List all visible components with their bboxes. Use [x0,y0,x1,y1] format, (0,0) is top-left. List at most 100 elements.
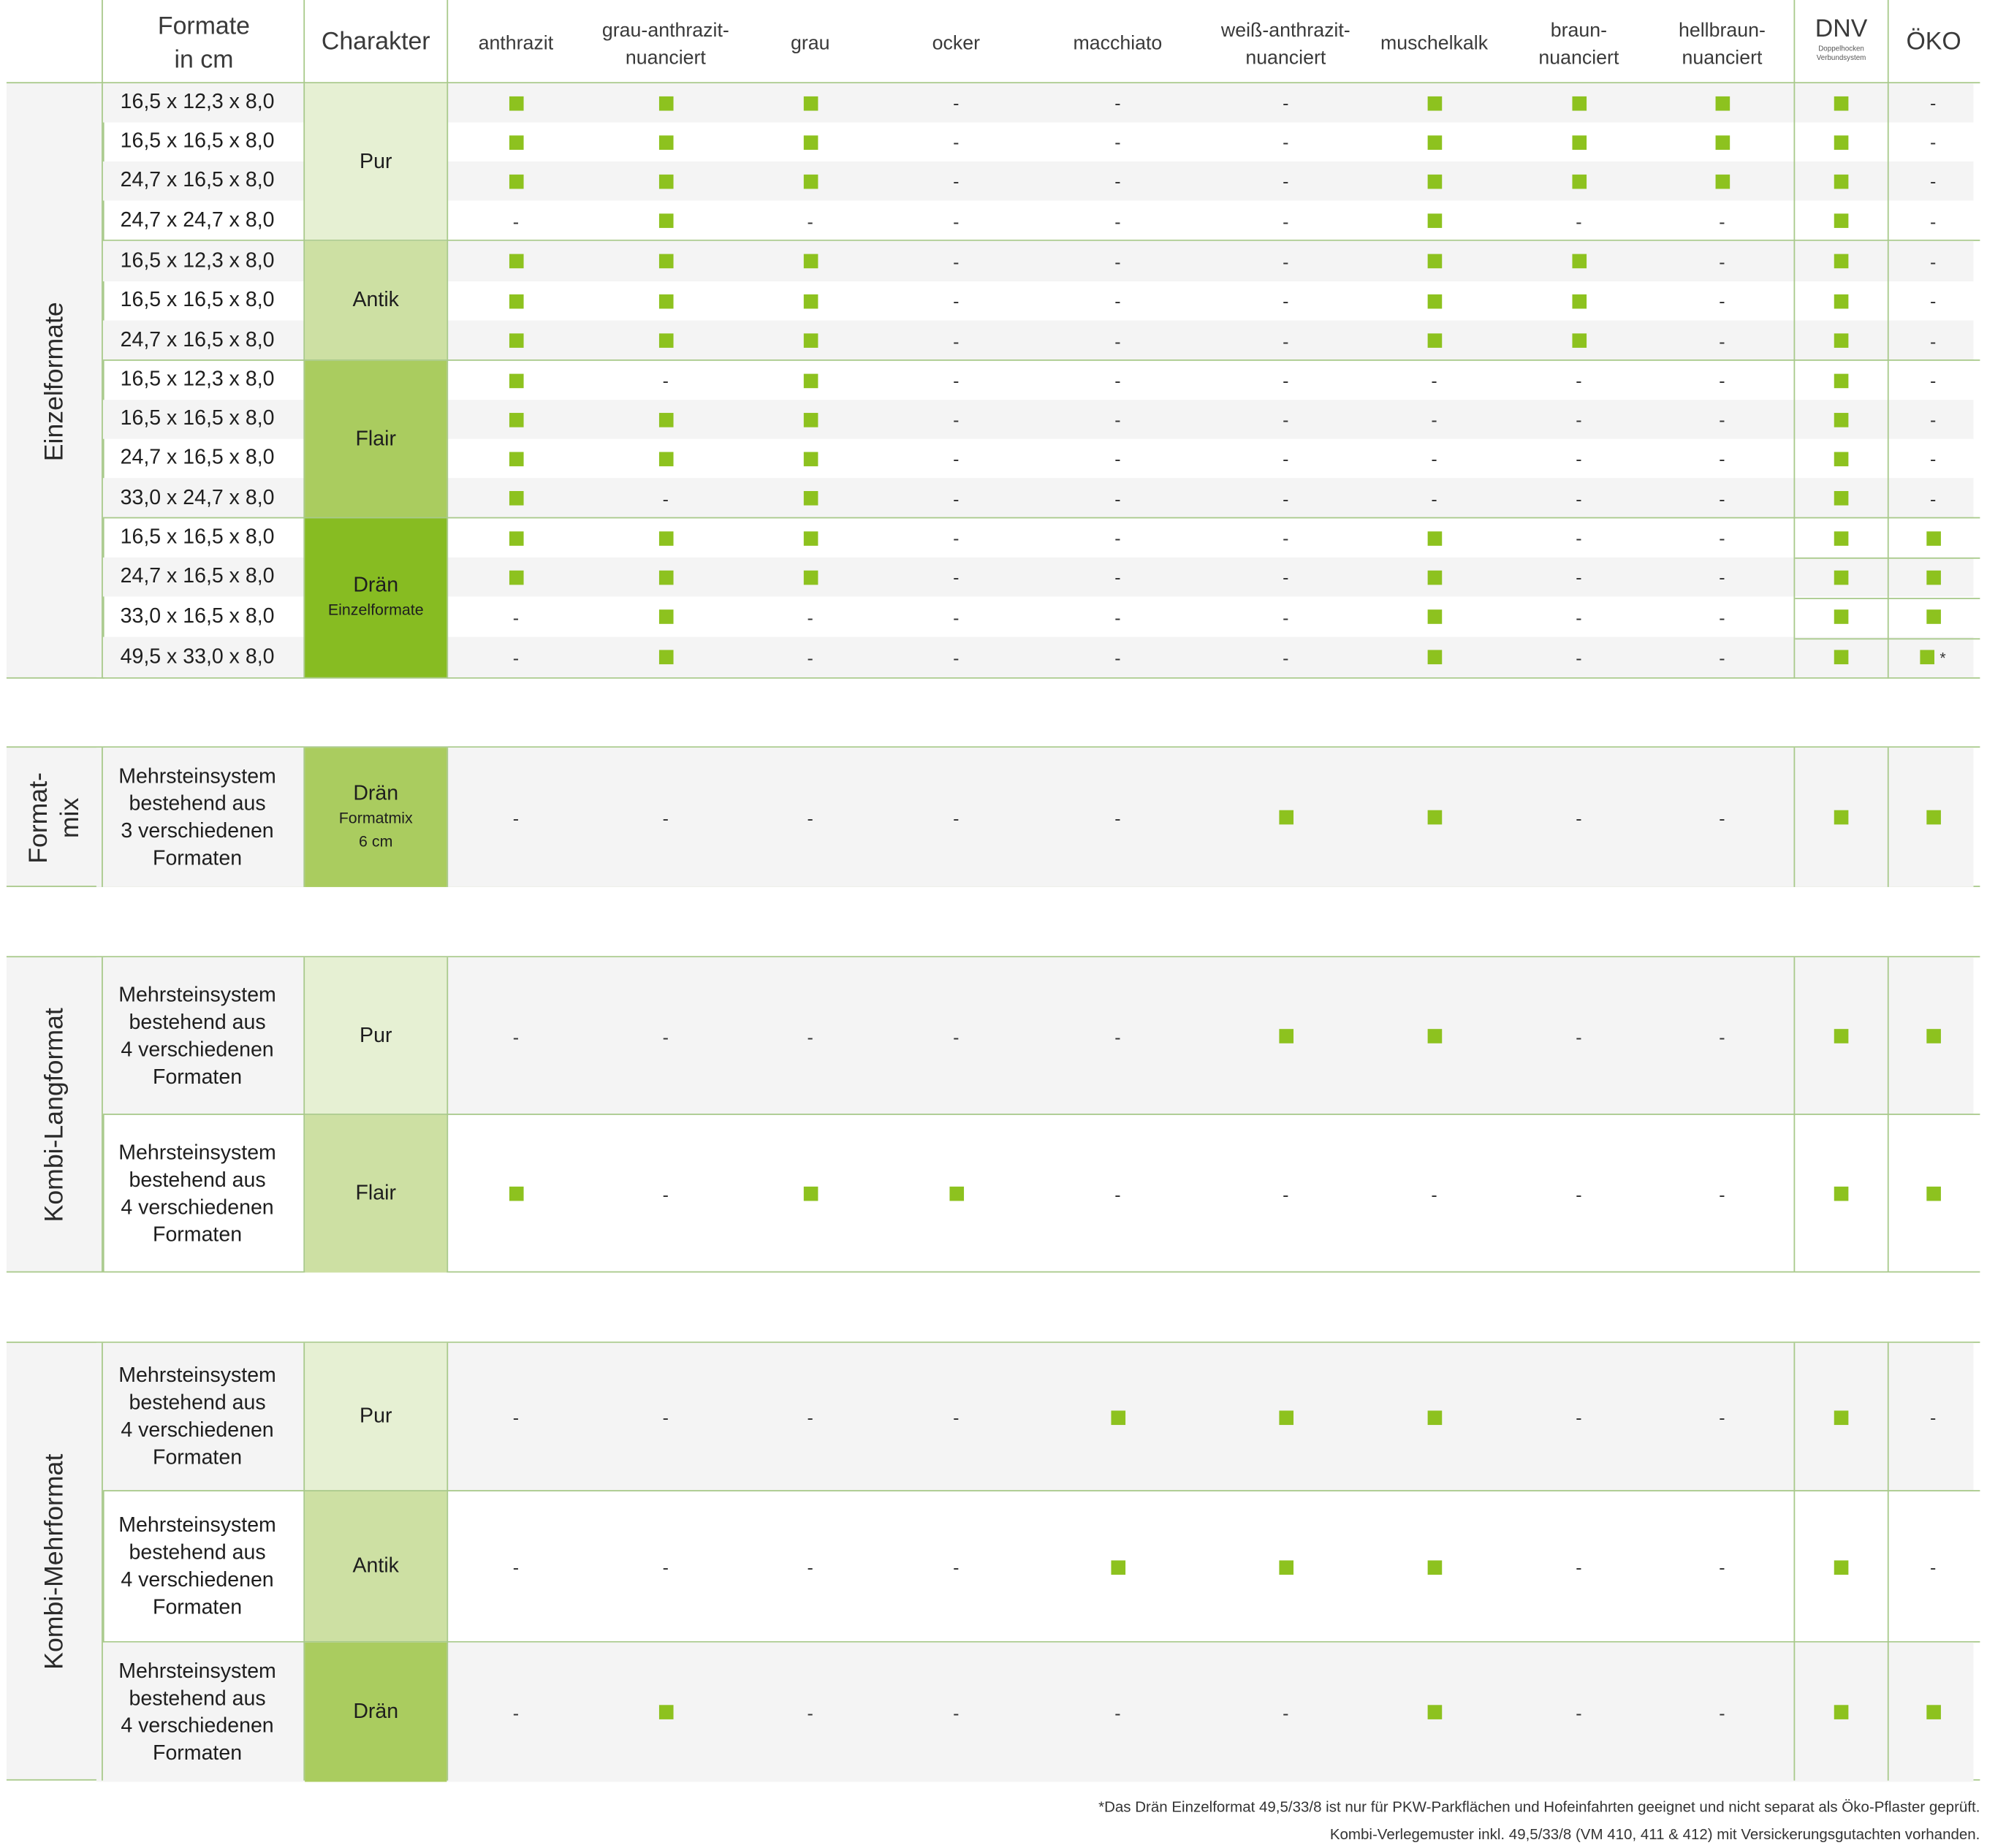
availability-cell: - [904,957,1008,1115]
availability-no-mark: - [953,1025,960,1047]
availability-no-mark: - [1719,408,1725,430]
availability-cell: - [614,1343,718,1491]
availability-cell [464,281,569,320]
column-divider [303,83,305,679]
header-divider [102,0,103,84]
green-square-icon [802,491,818,506]
charakter-label: Drän [353,1700,399,1723]
availability-cell [758,123,862,161]
green-square-icon [509,333,523,348]
availability-yes-mark [1926,569,1941,585]
availability-cell: - [1881,281,1986,320]
availability-cell [758,558,862,596]
availability-no-mark: - [512,1407,520,1428]
availability-cell: - [1065,1115,1170,1273]
availability-no-mark: - [807,1556,813,1578]
header-color-8: hellbraun-nuanciert [1641,17,1803,72]
availability-cell: - [1670,748,1774,887]
availability-no-mark: - [1930,1407,1937,1428]
availability-cell: - [1065,201,1170,241]
green-square-icon [802,173,818,189]
availability-no-mark: - [512,807,520,828]
availability-cell [1382,596,1486,636]
green-square-icon [1833,1029,1848,1043]
group-divider [102,517,1980,519]
format-size: 16,5 x 12,3 x 8,0 [120,368,275,391]
availability-cell: - [1670,439,1774,478]
availability-cell [464,478,569,518]
availability-cell: - [1234,1643,1338,1782]
availability-no-mark: - [1576,487,1582,509]
availability-yes-mark [509,569,523,585]
availability-cell: - [464,1643,569,1782]
availability-cell: - [1527,1343,1631,1491]
availability-no-mark: - [1576,1701,1582,1723]
availability-cell: - [1881,439,1986,478]
format-description-line: 4 verschiedenen [121,1419,274,1442]
green-square-icon [1426,96,1442,110]
column-divider [1793,748,1796,887]
header-color-line: nuanciert [1682,47,1763,69]
availability-cell: - [614,1115,718,1273]
availability-cell [758,241,862,281]
column-divider [447,83,449,679]
availability-cell: - [1065,518,1170,557]
availability-cell [1788,281,1893,320]
availability-yes-mark [1571,254,1587,269]
availability-cell [1881,748,1986,887]
availability-cell: - [1234,281,1338,320]
availability-cell [1234,957,1338,1115]
availability-cell: - [904,281,1008,320]
availability-no-mark: - [953,448,960,469]
availability-no-mark: - [1719,290,1725,312]
availability-cell: - [758,1343,862,1491]
header-color-line: anthrazit [478,32,554,55]
availability-cell: - [904,320,1008,360]
green-square-icon [1714,96,1730,110]
header-divider [447,0,449,84]
availability-no-mark: - [1283,92,1289,114]
green-square-icon [1714,134,1730,150]
green-square-icon [1426,134,1442,150]
table-row: Mehrsteinsystem bestehend aus 4 verschiede… [96,1115,1974,1273]
green-square-icon [1833,293,1848,308]
header-color-line: nuanciert [1538,47,1619,69]
availability-no-mark: - [1719,487,1725,509]
availability-cell: - [1382,1115,1486,1273]
availability-cell: - [1527,637,1631,677]
availability-no-mark: - [1719,566,1725,588]
green-square-icon [1714,173,1730,189]
availability-no-mark: - [1930,1556,1937,1578]
availability-cell: - [904,1643,1008,1782]
charakter-cell: Pur [305,957,447,1115]
availability-yes-mark [1926,1705,1941,1719]
green-square-icon [1426,569,1442,585]
availability-cell: - [904,439,1008,478]
availability-cell: - [1382,439,1486,478]
availability-yes-mark [1833,650,1848,665]
availability-no-mark: - [1719,330,1725,351]
availability-no-mark: - [1930,448,1937,469]
availability-no-mark: - [1576,210,1582,232]
green-square-icon [1833,1705,1848,1719]
footnote-line: Kombi-Verlegemuster inkl. 49,5/33/8 (VM … [1329,1827,1980,1844]
availability-cell [1382,320,1486,360]
format-size: 24,7 x 16,5 x 8,0 [120,565,275,588]
availability-yes-mark [1426,1029,1442,1043]
availability-cell: - [614,748,718,887]
green-square-icon [658,333,673,348]
availability-cell [1234,1491,1338,1643]
availability-cell: - [1670,400,1774,438]
availability-no-mark: - [1719,1701,1725,1723]
availability-cell [614,637,718,677]
availability-cell [1788,1343,1893,1491]
availability-cell: - [904,478,1008,518]
availability-yes-mark [1833,254,1848,269]
green-square-icon [1426,293,1442,308]
availability-no-mark: - [1930,408,1937,430]
availability-cell [1788,83,1893,122]
header-formate-line: in cm [174,47,234,75]
availability-cell [1881,558,1986,596]
availability-no-mark: - [1576,606,1582,628]
green-square-icon [802,1186,818,1201]
